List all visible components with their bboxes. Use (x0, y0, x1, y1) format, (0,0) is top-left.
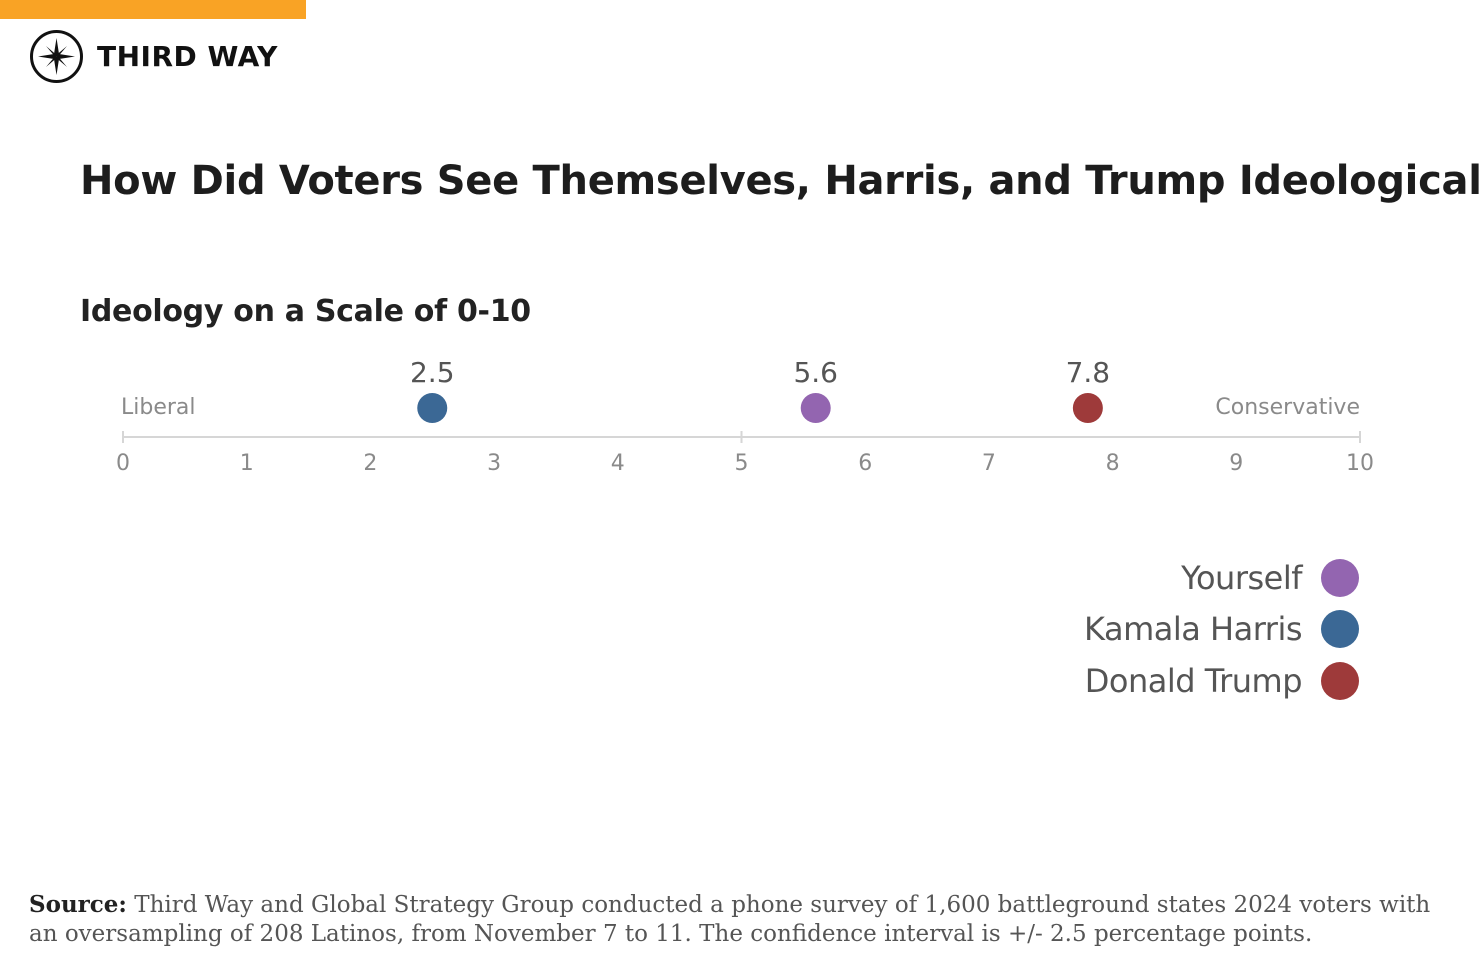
data-label-donald-trump: 7.8 (1066, 356, 1111, 389)
tick-label: 0 (116, 451, 130, 476)
legend-item-donald-trump: Donald Trump (1084, 655, 1359, 707)
tick-label: 4 (611, 451, 625, 476)
legend-label: Yourself (1181, 558, 1302, 597)
axis-end-label-liberal: Liberal (121, 395, 196, 420)
tick-label: 7 (982, 451, 996, 476)
legend-item-yourself: Yourself (1084, 552, 1359, 604)
tick-label: 2 (363, 451, 377, 476)
data-point-kamala-harris (417, 393, 448, 423)
axis-end-label-conservative: Conservative (1215, 395, 1360, 420)
compass-icon (30, 30, 83, 83)
tick-label: 3 (487, 451, 501, 476)
third-way-logo: THIRD WAY (29, 29, 278, 84)
source-note: Source: Third Way and Global Strategy Gr… (29, 890, 1449, 949)
chart-subtitle: Ideology on a Scale of 0-10 (80, 294, 531, 329)
source-label: Source: (29, 891, 127, 918)
legend-label: Kamala Harris (1084, 610, 1302, 649)
legend-swatch (1321, 610, 1359, 649)
tick-label: 6 (858, 451, 872, 476)
legend-item-kamala-harris: Kamala Harris (1084, 604, 1359, 656)
brand-name: THIRD WAY (97, 40, 278, 73)
chart-legend: Yourself Kamala Harris Donald Trump (1084, 552, 1359, 707)
legend-label: Donald Trump (1084, 661, 1303, 700)
page-title: How Did Voters See Themselves, Harris, a… (80, 158, 1480, 204)
brand-accent-bar (0, 0, 306, 19)
data-label-kamala-harris: 2.5 (410, 356, 455, 389)
tick-label: 8 (1106, 451, 1120, 476)
legend-swatch (1321, 558, 1359, 597)
legend-swatch (1321, 661, 1359, 700)
tick-label: 1 (240, 451, 254, 476)
data-point-yourself (800, 393, 831, 423)
tick-label: 10 (1346, 451, 1374, 476)
source-text: Third Way and Global Strategy Group cond… (29, 892, 1431, 947)
data-label-yourself: 5.6 (793, 356, 838, 389)
tick-label: 5 (735, 451, 749, 476)
data-point-donald-trump (1072, 393, 1103, 423)
tick-label: 9 (1229, 451, 1243, 476)
